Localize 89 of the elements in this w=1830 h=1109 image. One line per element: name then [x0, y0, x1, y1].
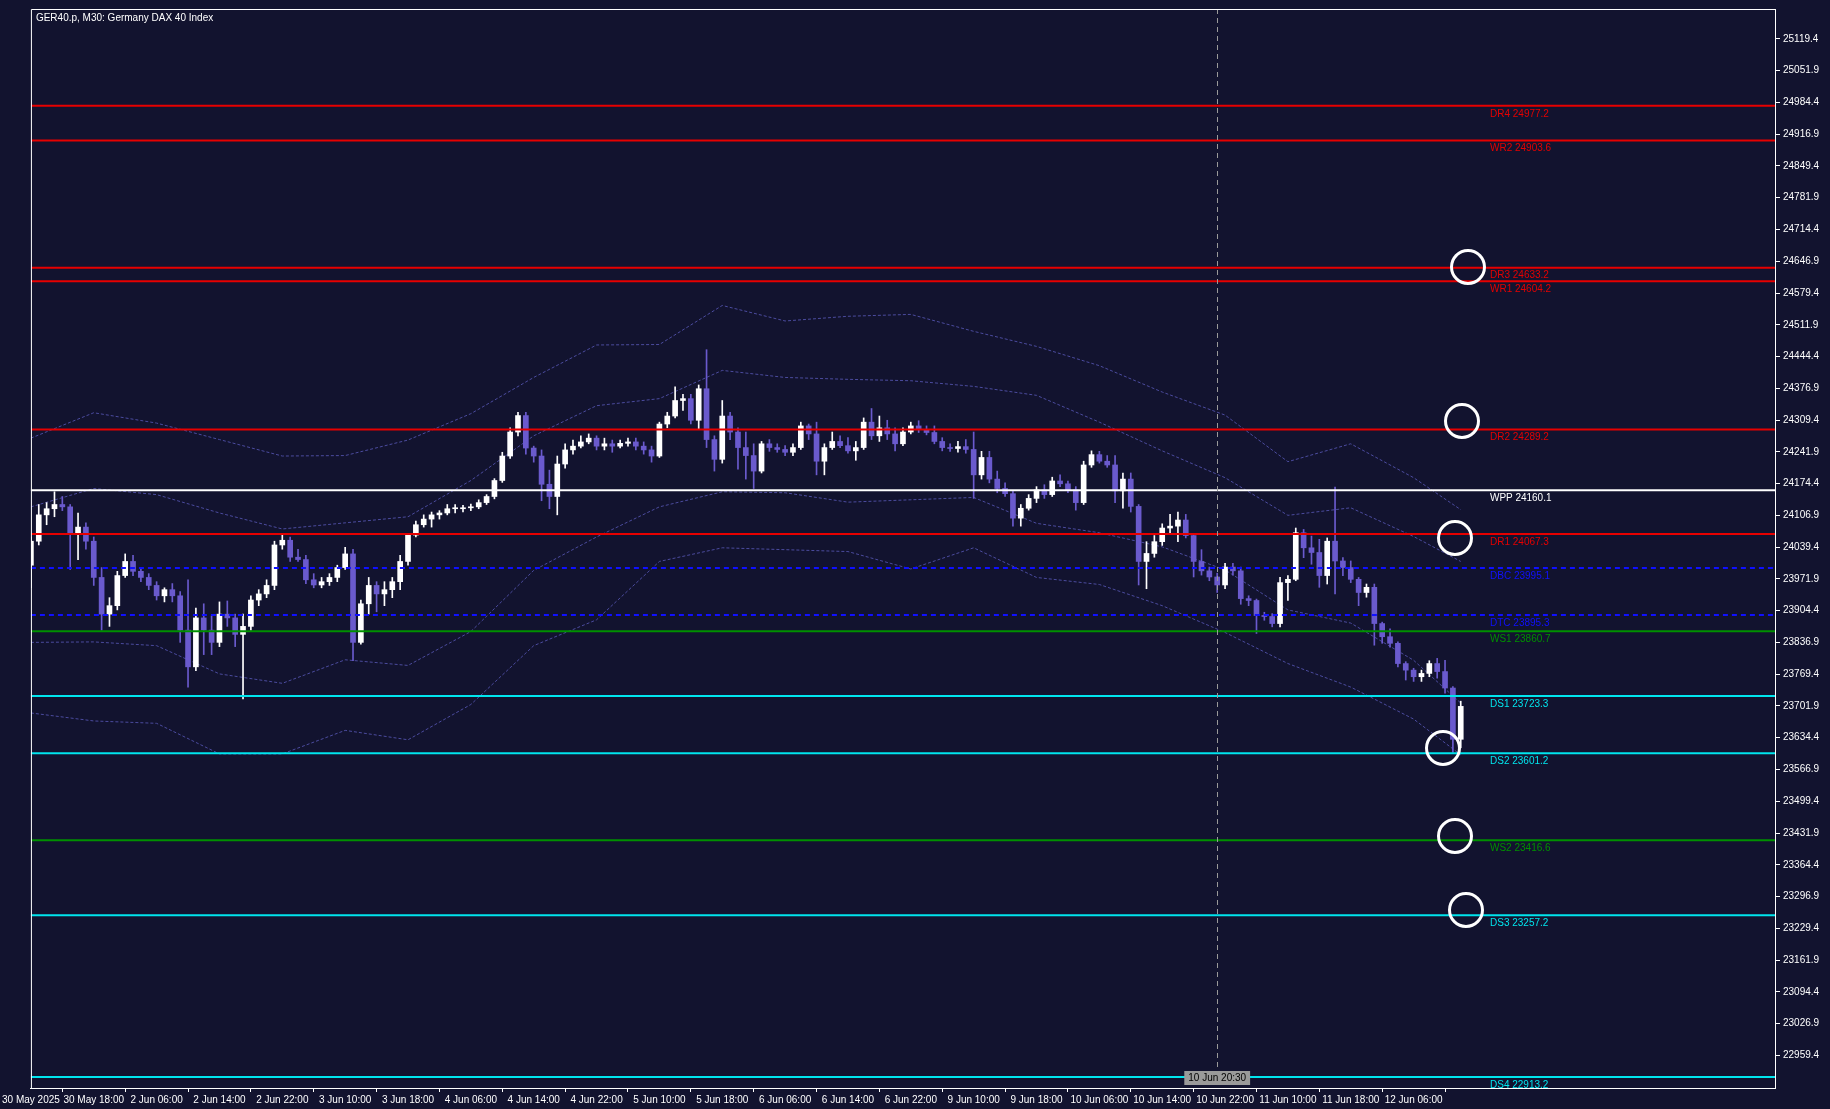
candlestick [452, 504, 458, 514]
y-tick-label: 24849.4 [1783, 159, 1820, 171]
y-tick-label: 24714.4 [1783, 223, 1820, 235]
ref-line-label: DR3 24633.2 [1490, 269, 1550, 281]
y-tick-label: 24241.9 [1783, 445, 1820, 457]
candlestick [774, 443, 781, 453]
x-tick-label: 12 Jun 06:00 [1384, 1093, 1443, 1105]
ref-line-label: DS1 23723.3 [1490, 697, 1549, 709]
line-series [30, 304, 1462, 511]
x-tick-label: 3 Jun 10:00 [319, 1093, 372, 1105]
y-tick-label: 23094.4 [1783, 985, 1820, 997]
y-tick-label: 24376.9 [1783, 382, 1820, 394]
candlestick [609, 439, 616, 453]
y-tick-label: 22959.4 [1783, 1049, 1820, 1061]
ref-line-label: DTC 23895.3 [1490, 616, 1550, 628]
candlestick [75, 512, 81, 560]
y-tick-label: 24984.4 [1783, 96, 1820, 108]
x-tick-label: 2 Jun 22:00 [256, 1093, 309, 1105]
candlestick [1285, 575, 1291, 601]
ref-line-label: WR2 24903.6 [1490, 142, 1552, 154]
x-tick-label: 9 Jun 10:00 [947, 1093, 1001, 1105]
x-tick-label: 9 Jun 18:00 [1010, 1093, 1064, 1105]
ref-line-label: WPP 24160.1 [1490, 492, 1552, 504]
y-tick-label: 23296.9 [1783, 890, 1820, 902]
x-tick-label: 2 Jun 14:00 [193, 1093, 247, 1105]
y-tick-label: 23431.9 [1783, 826, 1820, 838]
ref-line-label: WS2 23416.6 [1490, 841, 1552, 853]
y-tick-label: 23364.4 [1783, 858, 1820, 870]
x-tick-label: 6 Jun 06:00 [758, 1093, 812, 1105]
y-tick-label: 23971.9 [1783, 572, 1820, 584]
ref-line-label: DS4 22913.2 [1490, 1078, 1549, 1090]
y-tick-label: 23769.4 [1783, 667, 1820, 679]
y-tick-label: 23026.9 [1783, 1017, 1820, 1029]
x-tick-label: 5 Jun 10:00 [633, 1093, 686, 1105]
ref-line-label: DR1 24067.3 [1490, 535, 1550, 547]
ref-line-label: DR4 24977.2 [1490, 107, 1550, 119]
x-tick-label: 4 Jun 14:00 [507, 1093, 561, 1105]
x-tick-label: 10 Jun 14:00 [1133, 1093, 1192, 1105]
y-tick-label: 23634.4 [1783, 731, 1820, 743]
candlestick [680, 394, 686, 411]
x-tick-label: 10 Jun 22:00 [1196, 1093, 1255, 1105]
y-tick-label: 24511.9 [1783, 318, 1819, 330]
y-tick-label: 24781.9 [1783, 191, 1820, 203]
y-tick-label: 23836.9 [1783, 636, 1820, 648]
candlestick [852, 441, 859, 461]
ref-line-label: DS3 23257.2 [1490, 916, 1549, 928]
y-tick-label: 23161.9 [1783, 953, 1820, 965]
x-tick-label: 3 Jun 18:00 [381, 1093, 435, 1105]
ref-line-label: DS2 23601.2 [1490, 755, 1549, 767]
x-tick-label: 30 May 18:00 [63, 1093, 125, 1105]
y-tick-label: 24916.9 [1783, 127, 1820, 139]
ref-line-label: DBC 23995.1 [1490, 569, 1551, 581]
x-tick-label: 11 Jun 18:00 [1322, 1093, 1380, 1105]
candlestick [1332, 486, 1338, 595]
y-tick-label: 23229.4 [1783, 922, 1820, 934]
ref-line-label: WS1 23860.7 [1490, 632, 1552, 644]
y-tick-label: 25119.4 [1783, 32, 1819, 44]
candlestick [962, 439, 969, 454]
y-tick-label: 23499.4 [1783, 794, 1820, 806]
candlestick [295, 548, 301, 562]
x-tick-label: 5 Jun 18:00 [696, 1093, 749, 1105]
ref-line-label: DR2 24289.2 [1490, 431, 1550, 443]
y-tick-label: 24646.9 [1783, 255, 1820, 267]
x-tick-label: 10 Jun 06:00 [1070, 1093, 1129, 1105]
x-tick-label: 10 Jun 20:30 [1188, 1071, 1247, 1083]
y-tick-label: 24309.4 [1783, 413, 1820, 425]
candlestick [743, 431, 749, 480]
y-tick-label: 24106.9 [1783, 509, 1820, 521]
y-tick-label: 23701.9 [1783, 699, 1820, 711]
y-tick-label: 23566.9 [1783, 763, 1820, 775]
candlestick [947, 443, 953, 452]
line-series [30, 369, 1462, 562]
y-tick-label: 24174.4 [1783, 477, 1820, 489]
candlestick [955, 441, 961, 453]
x-tick-label: 30 May 2025 [1, 1093, 61, 1105]
x-tick-label: 6 Jun 22:00 [884, 1093, 938, 1105]
ref-line-label: WR1 24604.2 [1490, 283, 1552, 295]
y-tick-label: 23904.4 [1783, 604, 1820, 616]
x-tick-label: 4 Jun 06:00 [444, 1093, 498, 1105]
y-tick-label: 24579.4 [1783, 286, 1820, 298]
chart-title: GER40.p, M30: Germany DAX 40 Index [35, 11, 214, 23]
y-tick-label: 24039.4 [1783, 540, 1820, 552]
x-tick-label: 6 Jun 14:00 [821, 1093, 875, 1105]
y-tick-label: 24444.4 [1783, 350, 1820, 362]
x-tick-label: 11 Jun 10:00 [1259, 1093, 1317, 1105]
y-tick-label: 25051.9 [1783, 64, 1820, 76]
x-tick-label: 4 Jun 22:00 [570, 1093, 624, 1105]
line-series [30, 491, 1462, 704]
x-tick-label: 2 Jun 06:00 [130, 1093, 184, 1105]
